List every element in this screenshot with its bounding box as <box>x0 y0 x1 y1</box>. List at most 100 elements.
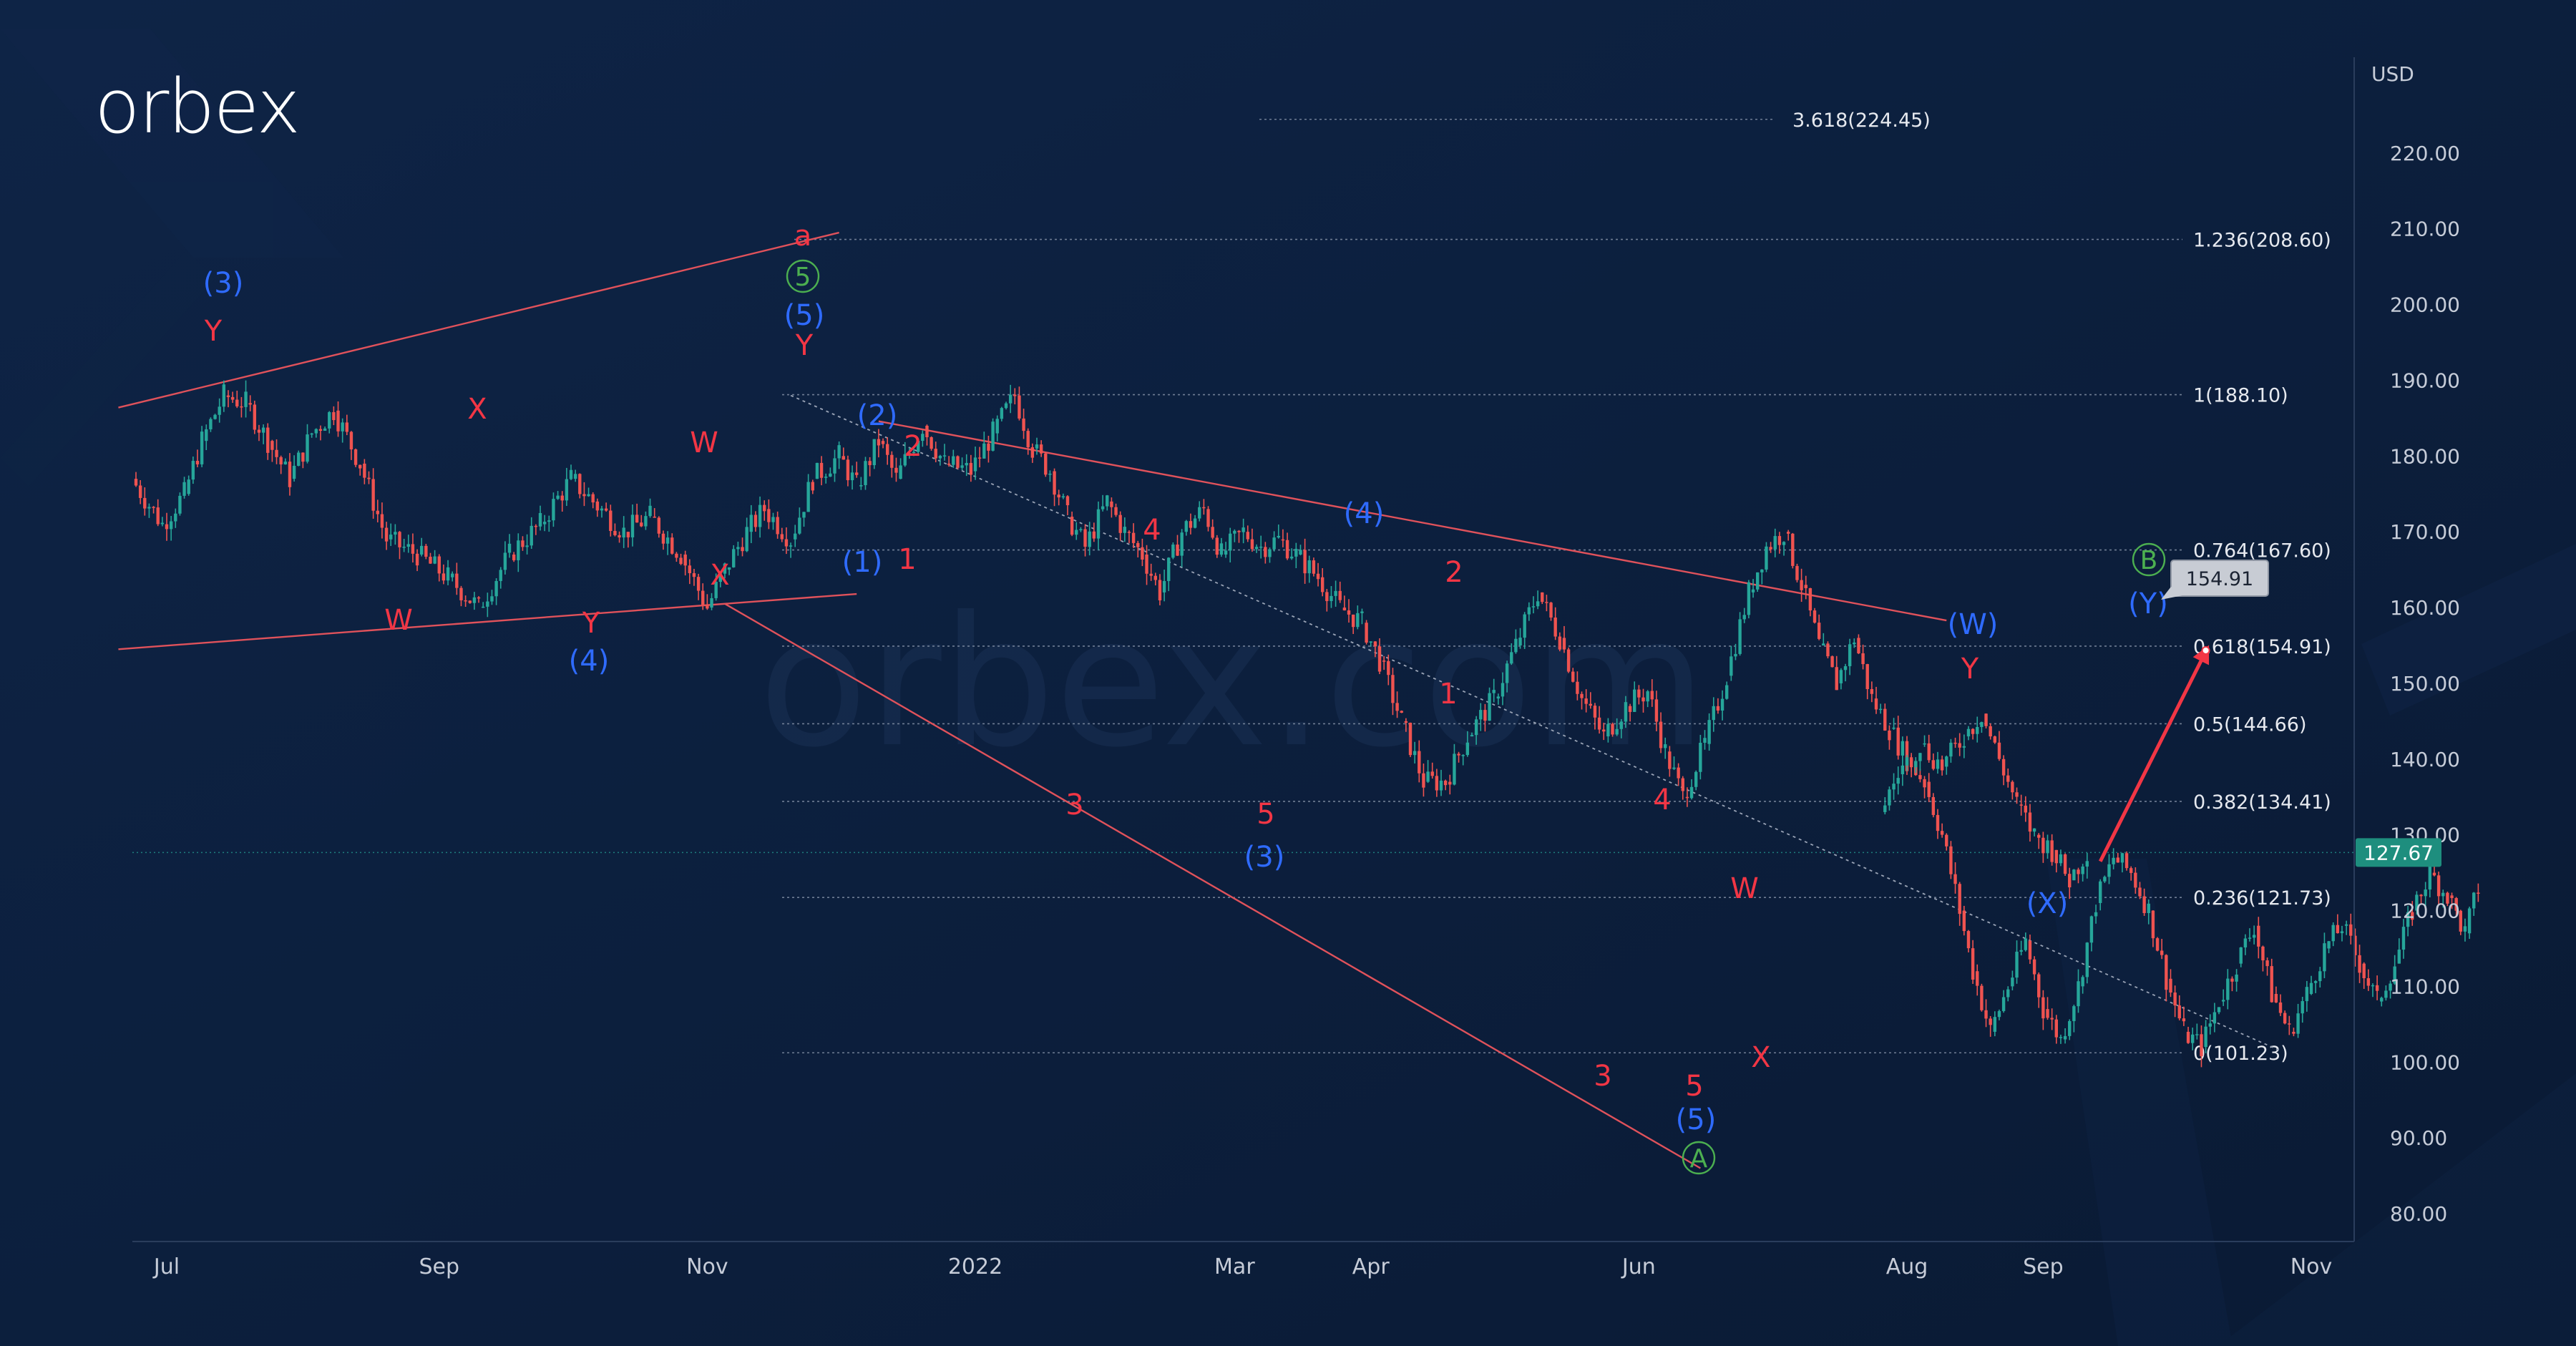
candle-body <box>1993 736 1997 743</box>
candle-body <box>2112 857 2115 864</box>
candle-body <box>1589 703 1593 706</box>
candle-body <box>178 495 182 514</box>
candle-body <box>420 545 424 555</box>
wave-label: (1) <box>842 546 883 579</box>
candle-body <box>1070 517 1074 535</box>
candle-body <box>1896 778 1900 784</box>
wave-label: 5 <box>795 263 811 292</box>
candle-body <box>635 514 639 523</box>
candle-body <box>2068 874 2072 888</box>
candle-body <box>1264 547 1267 557</box>
candle-body <box>665 537 670 544</box>
candle-body <box>477 597 481 599</box>
x-tick-label: Jun <box>1621 1254 1656 1279</box>
candle-body <box>784 539 789 547</box>
candle-body <box>306 434 309 462</box>
candle-body <box>1453 754 1456 785</box>
candle-body <box>2200 1034 2203 1056</box>
candle-body <box>1835 667 1838 691</box>
candle-body <box>1931 796 1936 815</box>
candle-body <box>1958 884 1961 915</box>
candle-body <box>1945 834 1948 847</box>
candle-body <box>1826 643 1830 657</box>
candle-body <box>1439 780 1443 791</box>
candle-body <box>2239 947 2243 964</box>
candle-body <box>1492 690 1496 693</box>
candle-body <box>1593 706 1597 718</box>
candle-body <box>1782 542 1786 545</box>
candle-body <box>530 525 533 546</box>
target-price-value: 154.91 <box>2186 568 2253 590</box>
candle-body <box>767 509 771 522</box>
candle-body <box>1628 706 1632 712</box>
candle-body <box>1198 507 1201 519</box>
candle-body <box>973 457 977 472</box>
candle-body <box>1035 444 1039 449</box>
wave-label: X <box>467 393 487 426</box>
candle-body <box>1545 602 1548 603</box>
candle-body <box>244 391 248 407</box>
candle-body <box>1672 767 1676 769</box>
candle-body <box>2459 910 2463 932</box>
candle-body <box>2296 1013 2300 1034</box>
candle-body <box>1193 518 1197 528</box>
candle-body <box>1373 641 1377 647</box>
candle-body <box>547 520 551 522</box>
candle-body <box>903 454 907 466</box>
candle-body <box>657 517 661 534</box>
candle-body <box>2257 925 2260 947</box>
candle-body <box>1259 546 1263 548</box>
candle-body <box>1901 741 1905 756</box>
wave-label: X <box>1751 1041 1770 1074</box>
wave-label: W <box>1730 872 1759 905</box>
candle-body <box>688 565 692 574</box>
candle-body <box>1606 723 1610 737</box>
candle-body <box>2001 759 2006 776</box>
projection-arrow <box>2098 645 2210 862</box>
candle-body <box>2366 978 2371 986</box>
candle-body <box>1377 646 1382 672</box>
candle-body <box>1874 698 1878 710</box>
candle-body <box>1936 814 1940 832</box>
candle-body <box>2274 993 2278 1003</box>
candle-body <box>890 454 894 468</box>
candle-body <box>2160 950 2164 955</box>
candle-body <box>1724 685 1729 699</box>
candle-body <box>2147 903 2150 913</box>
candle-body <box>1905 757 1909 766</box>
candle-body <box>1136 542 1140 547</box>
candle-body <box>2419 894 2423 897</box>
candle-body <box>1391 675 1395 703</box>
candle-body <box>1694 771 1698 787</box>
candle-body <box>2094 912 2098 917</box>
candle-body <box>2173 993 2177 1006</box>
candle-body <box>2252 935 2256 938</box>
candle-body <box>1237 530 1241 532</box>
trendline <box>790 394 2281 1052</box>
candle-body <box>494 580 498 597</box>
candle-body <box>1918 753 1922 761</box>
candle-body <box>1602 729 1606 732</box>
candle-body <box>1576 681 1579 694</box>
wave-label: a <box>794 220 812 253</box>
candle-body <box>1765 546 1768 570</box>
candle-body <box>776 517 779 535</box>
candle-body <box>578 474 582 494</box>
wave-label-circle <box>786 259 820 293</box>
candle-body <box>2028 940 2032 960</box>
candle-body <box>2177 1005 2181 1019</box>
candle-body <box>2301 1001 2304 1014</box>
candle-body <box>297 452 301 466</box>
candle-body <box>2068 1020 2072 1036</box>
candle-body <box>2248 937 2252 939</box>
candle-body <box>1285 540 1289 559</box>
candle-body <box>2309 982 2313 994</box>
y-axis-unit: USD <box>2371 62 2414 86</box>
candle-body <box>1817 623 1821 639</box>
candle-body <box>394 532 397 535</box>
candle-body <box>960 465 964 468</box>
wave-label-circle <box>1682 1141 1716 1175</box>
candle-body <box>1096 509 1101 539</box>
candle-body <box>2375 985 2379 991</box>
candle-body <box>2054 1019 2058 1038</box>
